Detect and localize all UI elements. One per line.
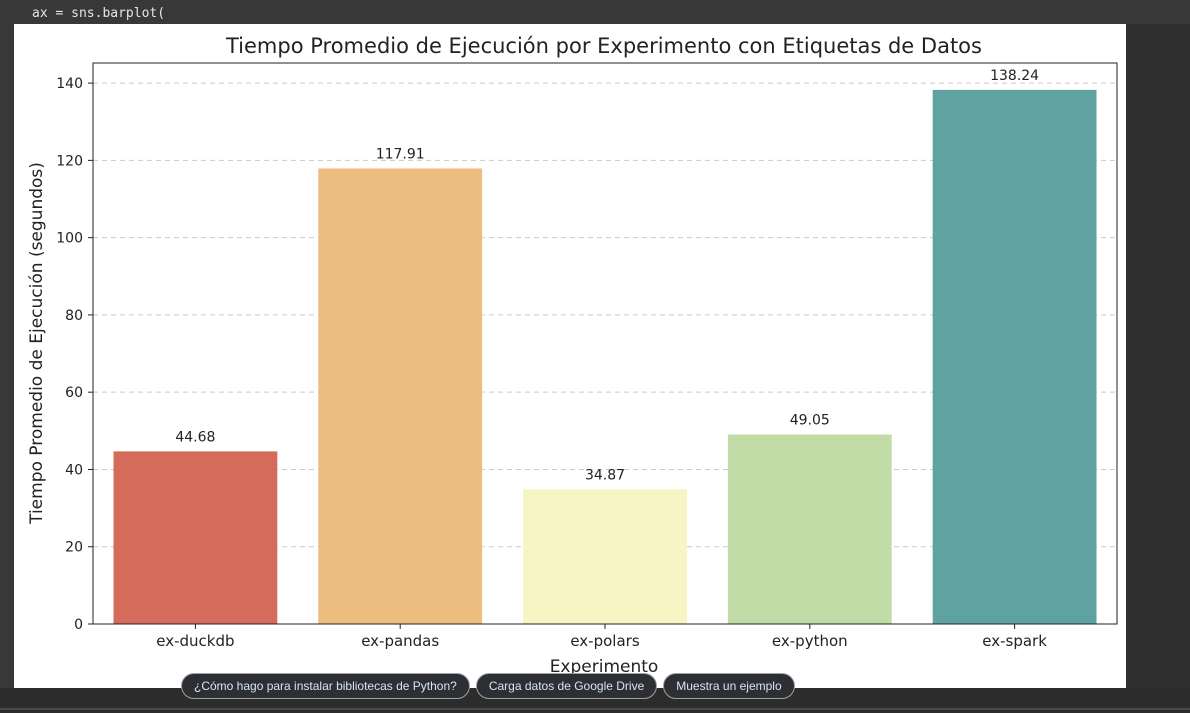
data-label-ex-polars: 34.87 xyxy=(585,467,625,483)
x-tick-label: ex-spark xyxy=(982,632,1047,650)
y-tick-label: 40 xyxy=(65,462,83,478)
suggestion-chips: ¿Cómo hago para instalar bibliotecas de … xyxy=(181,672,795,700)
y-tick-label: 140 xyxy=(56,76,83,92)
x-tick-label: ex-python xyxy=(772,632,848,650)
y-tick-label: 20 xyxy=(65,540,83,556)
x-tick-label: ex-pandas xyxy=(361,632,439,650)
suggestion-chip-show-example[interactable]: Muestra un ejemplo xyxy=(663,673,795,699)
data-label-ex-spark: 138.24 xyxy=(990,68,1039,84)
suggestion-chip-install-libraries[interactable]: ¿Cómo hago para instalar bibliotecas de … xyxy=(181,673,470,699)
y-tick-label: 60 xyxy=(65,385,83,401)
data-label-ex-duckdb: 44.68 xyxy=(175,429,215,445)
suggestion-chip-load-drive-data[interactable]: Carga datos de Google Drive xyxy=(475,673,658,699)
y-tick-label: 100 xyxy=(56,231,83,247)
y-axis-label: Tiempo Promedio de Ejecución (segundos) xyxy=(27,162,47,525)
bar-ex-spark xyxy=(932,89,1097,624)
code-line[interactable]: ax = sns.barplot( xyxy=(32,6,166,21)
bottom-divider xyxy=(0,708,1190,710)
y-tick-label: 80 xyxy=(65,308,83,324)
bar-ex-python xyxy=(727,434,892,624)
bar-ex-polars xyxy=(523,489,687,624)
x-tick-label: ex-duckdb xyxy=(156,632,234,650)
chart-output-panel: 44.68 117.91 34.87 49.05 138.24 0 20 40 60 80 100… xyxy=(14,24,1126,688)
x-axis-label: Experimento xyxy=(550,657,659,677)
bar-ex-pandas xyxy=(318,168,483,624)
data-label-ex-pandas: 117.91 xyxy=(376,146,425,162)
chart-title: Tiempo Promedio de Ejecución por Experim… xyxy=(225,34,982,58)
y-tick-label: 0 xyxy=(74,617,83,633)
x-tick-label: ex-polars xyxy=(570,632,639,650)
data-label-ex-python: 49.05 xyxy=(790,412,830,428)
bar-chart: 44.68 117.91 34.87 49.05 138.24 0 20 40 60 80 100… xyxy=(27,34,1118,677)
right-margin xyxy=(1126,24,1190,688)
bar-ex-duckdb xyxy=(113,451,278,624)
y-tick-label: 120 xyxy=(56,153,83,169)
